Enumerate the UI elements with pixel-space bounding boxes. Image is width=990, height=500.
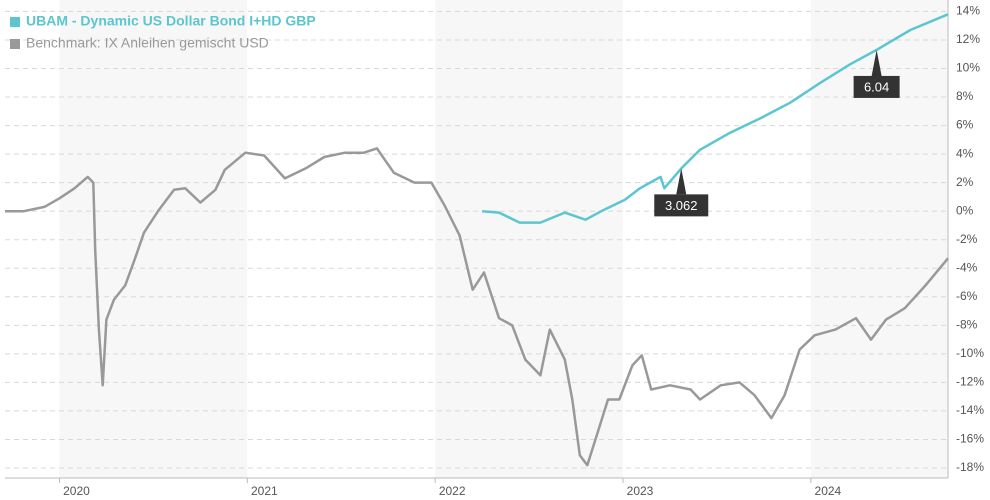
y-tick-label: -14% <box>956 403 984 417</box>
x-tick-label: 2021 <box>251 484 278 498</box>
annotation-pointer <box>676 168 687 195</box>
annotation: 3.062 <box>654 168 709 217</box>
year-band <box>59 0 248 478</box>
y-tick-label: 8% <box>956 89 974 103</box>
y-tick-label: -8% <box>956 317 978 331</box>
year-band <box>435 0 624 478</box>
x-tick-label: 2022 <box>439 484 466 498</box>
annotation-label: 6.04 <box>864 79 889 94</box>
y-tick-label: -2% <box>956 232 978 246</box>
x-tick-label: 2020 <box>63 484 90 498</box>
y-tick-label: -10% <box>956 346 984 360</box>
y-tick-label: 2% <box>956 175 974 189</box>
y-tick-label: -16% <box>956 432 984 446</box>
y-tick-label: 12% <box>956 32 980 46</box>
legend-swatch <box>10 17 20 27</box>
y-tick-label: 4% <box>956 146 974 160</box>
y-tick-label: -12% <box>956 375 984 389</box>
x-tick-label: 2024 <box>815 484 842 498</box>
legend-label: UBAM - Dynamic US Dollar Bond I+HD GBP <box>26 13 316 29</box>
y-tick-label: 10% <box>956 61 980 75</box>
series-line <box>481 13 949 224</box>
y-tick-label: 14% <box>956 4 980 18</box>
annotation-pointer <box>871 49 882 76</box>
legend-swatch <box>10 39 20 49</box>
y-tick-label: -6% <box>956 289 978 303</box>
annotation-box <box>654 194 709 217</box>
annotation: 6.04 <box>853 49 900 98</box>
y-tick-label: 6% <box>956 118 974 132</box>
y-tick-label: -18% <box>956 460 984 474</box>
y-tick-label: -4% <box>956 260 978 274</box>
annotation-label: 3.062 <box>665 198 698 213</box>
x-tick-label: 2023 <box>627 484 654 498</box>
y-tick-label: 0% <box>956 203 974 217</box>
series-line <box>5 147 949 467</box>
annotation-box <box>853 75 900 98</box>
legend-label: Benchmark: IX Anleihen gemischt USD <box>26 35 269 51</box>
